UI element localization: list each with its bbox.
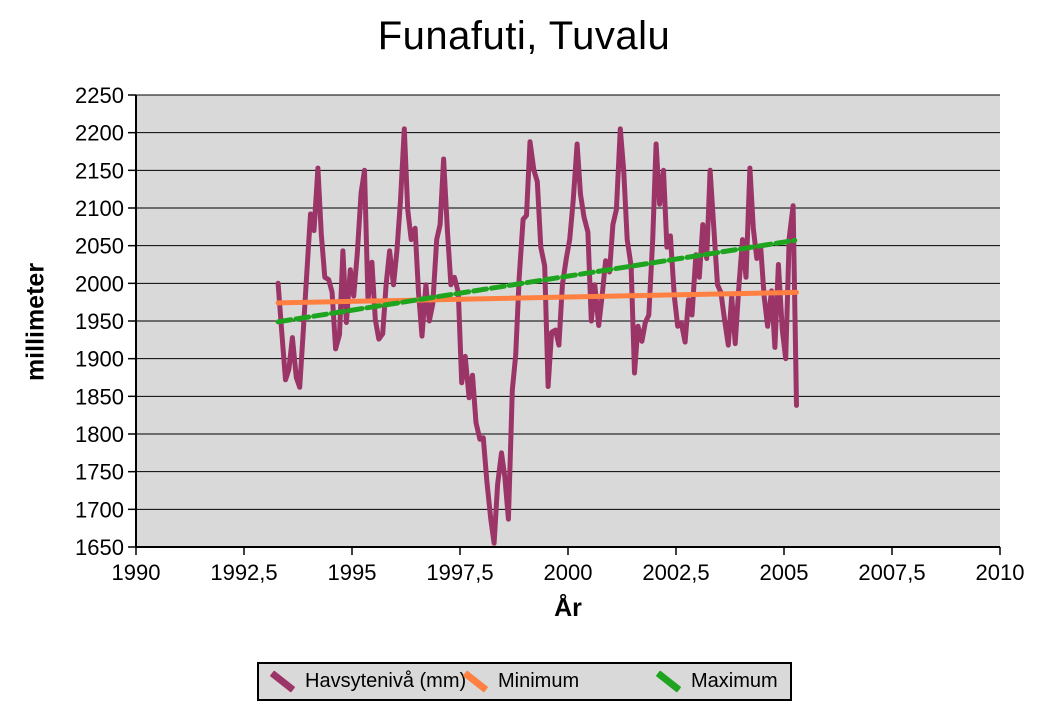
y-gridlines-and-ticks: 1650 1700 1750 1800 1850 1900 1950 2000 2050 2100… [75,83,1000,560]
legend-label-sea-level: Havsytenivå (mm) [305,670,467,692]
y-tick-label: 1950 [75,309,124,334]
series-line-1 [275,289,799,306]
x-tick-label: 2010 [976,560,1025,585]
legend-label-minimum: Minimum [498,670,580,692]
y-tick-label: 1850 [75,384,124,409]
legend-label-maximum: Maximum [691,670,778,692]
y-tick-label: 2250 [75,83,124,108]
series-line-2 [275,237,798,325]
y-tick-label: 2150 [75,158,124,183]
legend-item-maximum: Maximum [654,670,778,693]
y-tick-label: 2000 [75,271,124,296]
y-tick-label: 1650 [75,535,124,560]
plot-canvas: 1650 1700 1750 1800 1850 1900 1950 2000 2050 2100… [75,83,1025,585]
maximum-line-icon [655,670,682,693]
y-tick-label: 2200 [75,121,124,146]
x-tick-label: 2007,5 [858,560,925,585]
y-tick-label: 1900 [75,347,124,372]
y-tick-label: 1700 [75,497,124,522]
legend-box: Havsytenivå (mm) Minimum Maximum [257,662,792,701]
minimum-line-icon [462,670,489,693]
series-line-0 [275,126,799,546]
sea-level-line-icon [269,670,296,693]
chart-title: Funafuti, Tuvalu [377,14,671,58]
x-tick-label: 2002,5 [642,560,709,585]
y-tick-label: 2100 [75,196,124,221]
x-tick-label: 2005 [760,560,809,585]
x-ticks: 1990 1992,5 1995 1997,5 2000 2002,5 2005 2007,5… [112,547,1025,585]
legend-item-sea-level: Havsytenivå (mm) [268,670,466,693]
x-tick-label: 2000 [544,560,593,585]
y-tick-label: 1800 [75,422,124,447]
legend-item-minimum: Minimum [461,670,654,693]
x-tick-label: 1990 [112,560,161,585]
x-tick-label: 1997,5 [426,560,493,585]
y-tick-label: 1750 [75,460,124,485]
x-tick-label: 1992,5 [210,560,277,585]
y-tick-label: 2050 [75,234,124,259]
x-axis-label: År [554,594,582,622]
x-tick-label: 1995 [328,560,377,585]
